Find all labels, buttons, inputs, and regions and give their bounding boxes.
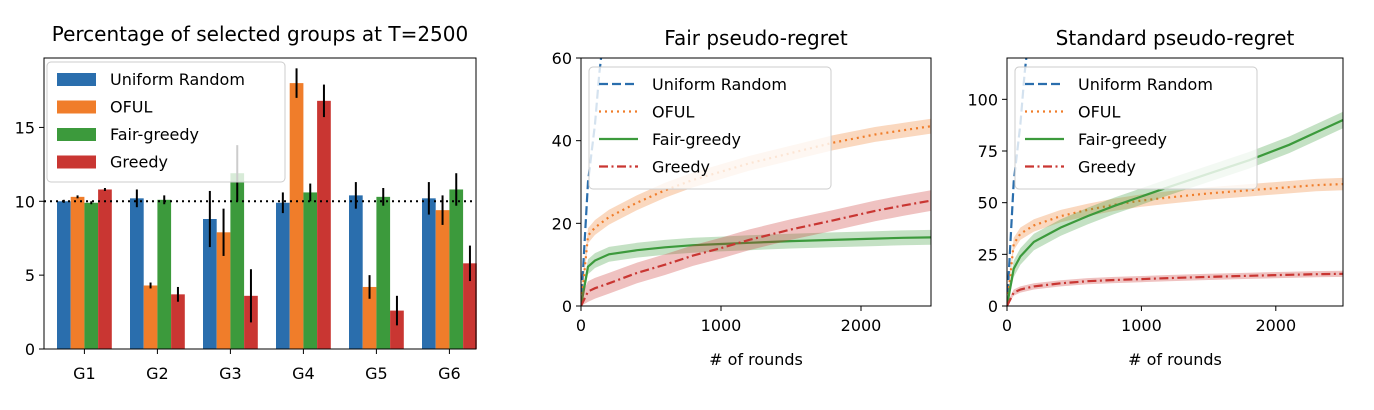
x-tick-label: G3 <box>219 364 242 383</box>
legend-swatch <box>57 73 96 86</box>
bar <box>57 201 71 349</box>
bar <box>98 189 112 349</box>
bar <box>422 198 436 349</box>
confidence-band <box>581 229 931 306</box>
x-tick-label: G5 <box>365 364 388 383</box>
chart-bar-selected-groups: Percentage of selected groups at T=2500 0… <box>15 22 477 383</box>
legend-label: Greedy <box>1078 158 1136 177</box>
bar <box>84 202 99 349</box>
x-axis-label: # of rounds <box>1128 350 1222 369</box>
y-tick-label: 60 <box>552 49 572 68</box>
legend-label: Greedy <box>652 158 710 177</box>
confidence-band <box>1007 177 1343 306</box>
y-tick-label: 75 <box>978 142 998 161</box>
series-line <box>1007 183 1343 306</box>
axes-frame <box>580 57 932 307</box>
bar <box>216 232 231 349</box>
bar <box>276 202 290 349</box>
x-tick-label: 1000 <box>1121 316 1162 335</box>
legend-label: Fair-greedy <box>652 130 741 149</box>
bar <box>449 189 464 349</box>
x-tick-label: G2 <box>146 364 169 383</box>
axes-frame <box>43 57 477 350</box>
y-tick-label: 10 <box>15 192 35 211</box>
y-tick-label: 100 <box>967 90 998 109</box>
chart-title: Percentage of selected groups at T=2500 <box>52 22 468 46</box>
bar <box>130 198 144 349</box>
x-tick-label: G1 <box>73 364 96 383</box>
x-tick-label: 0 <box>576 316 586 335</box>
y-tick-label: 15 <box>15 118 35 137</box>
confidence-band <box>1007 111 1343 306</box>
y-tick-label: 50 <box>978 194 998 213</box>
legend-label: Uniform Random <box>110 70 245 89</box>
y-tick-label: 40 <box>552 132 572 151</box>
legend-swatch <box>57 100 96 114</box>
bar <box>362 286 377 349</box>
y-tick-label: 25 <box>978 245 998 264</box>
bar <box>376 196 391 349</box>
legend-frame <box>46 61 286 183</box>
chart-fair-pseudo-regret: Fair pseudo-regret 0 20 40 60 0 1000 2000 # of r… <box>552 26 932 369</box>
legend-frame <box>588 66 832 190</box>
x-tick-label: G6 <box>438 364 461 383</box>
chart-title: Fair pseudo-regret <box>664 26 848 50</box>
y-tick-label: 20 <box>552 214 572 233</box>
legend-swatch <box>57 155 96 169</box>
series-line <box>1007 272 1343 306</box>
bar <box>349 195 363 349</box>
bar <box>157 199 172 349</box>
bar <box>203 219 217 349</box>
legend-label: OFUL <box>110 98 153 117</box>
bar <box>317 100 331 350</box>
x-tick-label: 1000 <box>701 316 742 335</box>
series-line <box>581 199 931 306</box>
legend-label: Uniform Random <box>1078 75 1213 94</box>
x-tick-label: 2000 <box>841 316 882 335</box>
legend-swatch <box>57 128 96 141</box>
bar <box>435 210 450 349</box>
axes-frame <box>1006 57 1344 307</box>
series-line <box>581 236 931 306</box>
series-line <box>1007 119 1343 306</box>
x-tick-label: 0 <box>1002 316 1012 335</box>
bar <box>463 263 477 349</box>
bar <box>70 196 85 349</box>
x-axis-label: # of rounds <box>709 350 803 369</box>
y-tick-label: 0 <box>25 340 35 359</box>
confidence-band <box>581 190 931 306</box>
bar <box>390 310 404 349</box>
x-tick-label: 2000 <box>1255 316 1296 335</box>
confidence-band <box>1007 270 1343 306</box>
y-tick-label: 0 <box>988 297 998 316</box>
plot-area <box>1007 58 1343 306</box>
legend-label: OFUL <box>652 103 695 122</box>
legend-frame <box>1014 66 1258 190</box>
bar <box>289 83 304 350</box>
bar <box>171 294 185 349</box>
x-tick-label: G4 <box>292 364 315 383</box>
bar <box>303 192 318 349</box>
y-tick-label: 5 <box>25 266 35 285</box>
bar <box>143 285 158 349</box>
legend-label: Fair-greedy <box>1078 130 1167 149</box>
bar <box>230 173 245 349</box>
legend-label: Uniform Random <box>652 75 787 94</box>
y-tick-label: 0 <box>562 297 572 316</box>
legend-label: OFUL <box>1078 103 1121 122</box>
legend-label: Fair-greedy <box>110 125 199 144</box>
chart-title: Standard pseudo-regret <box>1056 26 1295 50</box>
legend-label: Greedy <box>110 153 168 172</box>
